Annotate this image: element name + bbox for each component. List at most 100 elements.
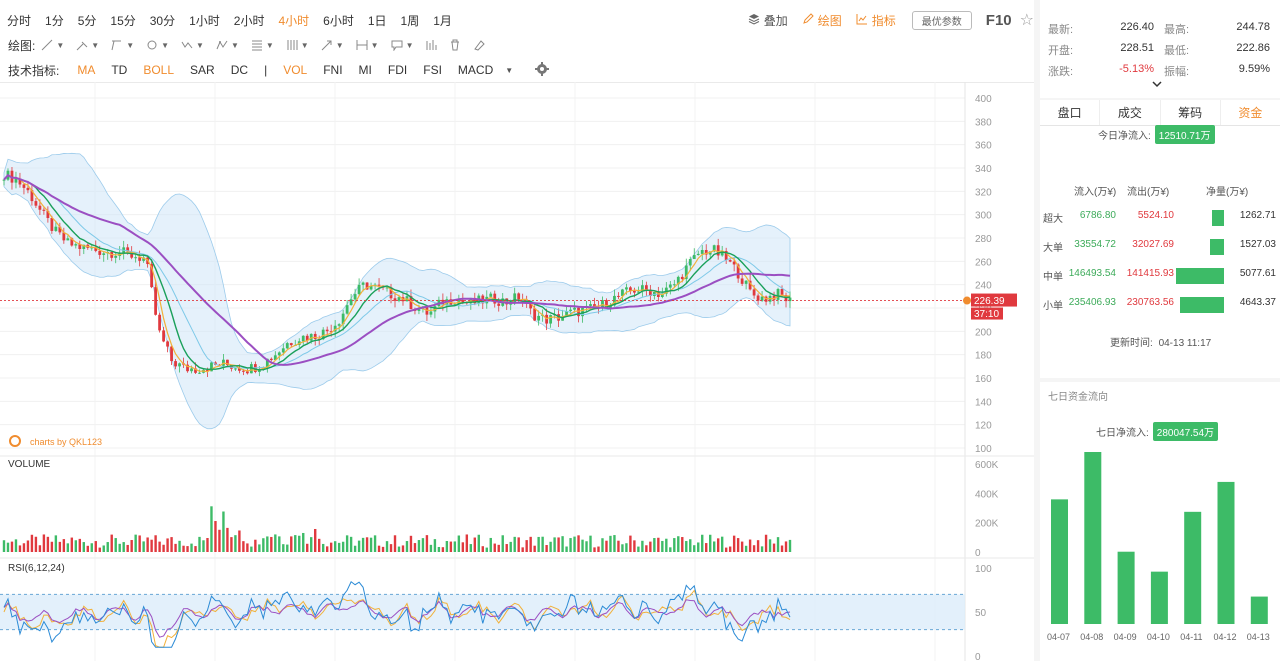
settings-icon[interactable] (535, 61, 550, 79)
volume-bar (573, 536, 576, 552)
volume-bar (445, 541, 449, 552)
overlay-button[interactable]: 叠加 (748, 12, 788, 29)
volume-bar (218, 529, 221, 552)
eraser-icon[interactable] (473, 39, 486, 51)
indicator-more-icon[interactable]: ▼ (505, 65, 514, 75)
star-icon[interactable]: ☆ (1019, 12, 1034, 29)
timeframe-9[interactable]: 1日 (367, 13, 387, 28)
timeframe-10[interactable]: 1周 (400, 13, 420, 28)
fib-tool-icon[interactable]: ▼ (251, 39, 274, 51)
timeframe-11[interactable]: 1月 (433, 13, 452, 28)
indicator-td[interactable]: TD (111, 63, 128, 77)
f10-button[interactable]: F10 (985, 11, 1012, 29)
tab-0[interactable]: 盘口 (1040, 100, 1101, 125)
volume-bar (114, 538, 117, 552)
candle-body (241, 370, 245, 372)
candle-body (772, 295, 776, 300)
quote-row-3: 涨跌: -5.13% 振幅: 9.59% (1040, 63, 1280, 83)
volume-bar (318, 538, 321, 552)
volume-bar (22, 543, 26, 552)
candle-body (265, 358, 269, 368)
volume-bar (58, 541, 62, 552)
volume-bar (756, 540, 760, 552)
comment-tool-icon[interactable]: ▼ (391, 39, 413, 51)
indicator-button[interactable]: 指标 (856, 12, 896, 29)
timeframe-7[interactable]: 4小时 (278, 13, 310, 28)
volume-bar (62, 539, 66, 552)
timeframe-5[interactable]: 1小时 (189, 13, 220, 28)
candle-body (537, 315, 541, 321)
candle-body (289, 343, 293, 346)
volume-bar (333, 541, 337, 552)
timeframe-3[interactable]: 15分 (110, 13, 136, 28)
volume-bar (314, 528, 317, 552)
trash-icon[interactable] (449, 39, 461, 51)
ma10-line (3, 174, 791, 371)
volume-bar (262, 538, 265, 552)
volume-bar (82, 542, 85, 552)
volume-bar (605, 540, 608, 552)
candle-body (18, 178, 22, 185)
price-tick: 400 (975, 94, 992, 105)
tab-3[interactable]: 资金 (1238, 106, 1263, 120)
timeframe-2[interactable]: 5分 (77, 13, 97, 28)
tab-1[interactable]: 成交 (1100, 100, 1161, 125)
candle-body (234, 368, 237, 370)
timeframe-4[interactable]: 30分 (149, 13, 176, 28)
indicator-ma[interactable]: MA (77, 63, 96, 77)
tab-2[interactable]: 筹码 (1161, 100, 1221, 125)
volume-bar (182, 545, 185, 552)
line-tool-icon[interactable]: ▼ (41, 39, 64, 51)
indicator-row-label: 技术指标: (8, 63, 60, 78)
indicator-vol[interactable]: VOL (283, 63, 308, 77)
volume-bar (545, 545, 548, 552)
indicator-fdi[interactable]: FDI (387, 63, 408, 77)
volume-bar (250, 546, 253, 552)
candle-body (760, 296, 764, 301)
volume-bar (489, 537, 492, 552)
candle-body (365, 282, 369, 290)
candle-body (38, 205, 42, 210)
volume-bar (449, 541, 453, 552)
timeframe-6[interactable]: 2小时 (233, 13, 265, 28)
indicator-sar[interactable]: SAR (190, 63, 215, 77)
timeframe-0[interactable]: 分时 (7, 13, 32, 28)
price-tick: 200 (975, 327, 992, 338)
chevron-down-icon[interactable] (1152, 80, 1162, 91)
volume-bar (266, 536, 269, 552)
bars-tool-icon[interactable] (425, 39, 437, 51)
indicator-boll[interactable]: BOLL (143, 63, 175, 77)
indicator-fni[interactable]: FNI (323, 63, 343, 77)
candle-body (593, 304, 596, 308)
circle-tool-icon[interactable]: ▼ (146, 39, 169, 51)
candle-body (305, 335, 309, 341)
timeframe-8[interactable]: 6小时 (323, 13, 354, 28)
timeframe-1[interactable]: 1分 (45, 13, 64, 28)
indicator-dc[interactable]: DC (230, 63, 249, 77)
layers-icon (748, 13, 760, 28)
volume-bar (537, 536, 540, 552)
candle-body (178, 363, 181, 367)
candle-body (756, 295, 760, 301)
volume-bar (553, 537, 556, 552)
arrow-tool-icon[interactable]: ▼ (321, 39, 344, 51)
range-tool-icon[interactable]: ▼ (356, 39, 379, 51)
ray-tool-icon[interactable]: ▼ (76, 39, 99, 51)
pattern-tool-icon[interactable]: ▼ (216, 39, 239, 51)
indicator-fsi[interactable]: FSI (423, 63, 442, 77)
draw-button[interactable]: 绘图 (802, 12, 842, 29)
polyline-tool-icon[interactable]: ▼ (111, 39, 134, 51)
indicator-mi[interactable]: MI (358, 63, 372, 77)
indicator-macd[interactable]: MACD (457, 63, 494, 77)
volume-bar (581, 539, 584, 552)
flow-row-net-bar (1212, 210, 1224, 226)
best-params-button[interactable]: 最优参数 (911, 10, 972, 30)
candle-body (732, 261, 736, 265)
flow-row-outflow: 32027.69 (1132, 239, 1174, 250)
wave-tool-icon[interactable]: ▼ (181, 39, 204, 51)
volume-tick: 600K (975, 460, 999, 471)
volume-bar (254, 539, 257, 552)
chart-canvas[interactable]: 4003803603403203002802602402202001801601… (0, 82, 1034, 661)
channel-tool-icon[interactable]: ▼ (286, 39, 309, 51)
candle-body (14, 178, 18, 183)
